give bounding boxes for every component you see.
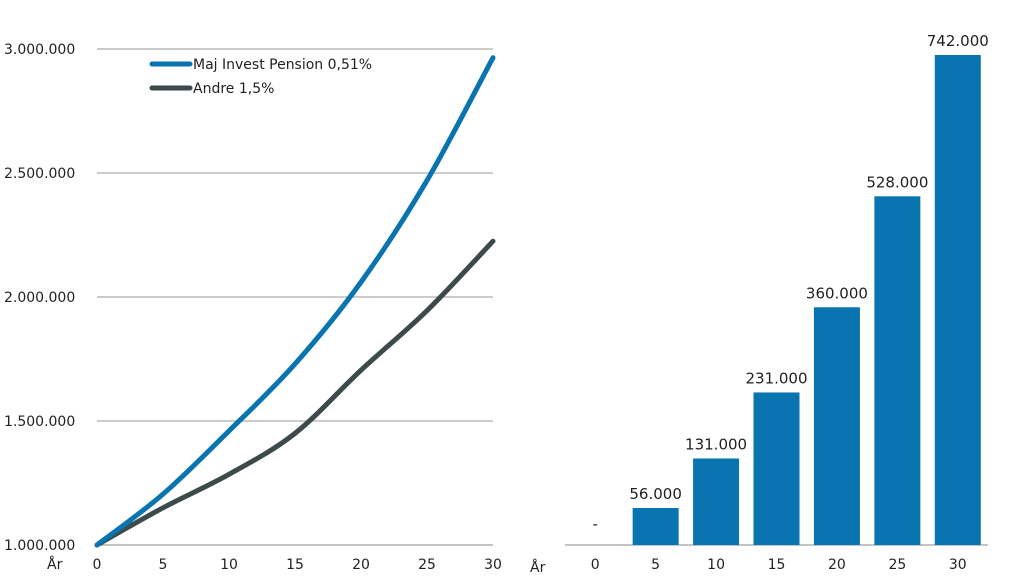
bar (934, 55, 981, 545)
line-chart-y-tick-label: 1.000.000 (4, 538, 75, 554)
bar-chart-x-label: År (530, 559, 546, 576)
line-chart-x-tick-label: 15 (286, 557, 304, 573)
bar-value-label: 131.000 (685, 435, 747, 453)
line-chart-x-tick-label: 5 (159, 557, 168, 573)
line-series-andre (94, 238, 496, 548)
bar-chart-x-tick-label: 20 (828, 557, 846, 573)
bar-chart-bars (632, 55, 981, 546)
bar-chart: År 0 5 10 15 20 25 30 - 56.000 131.000 231.000 360… (530, 32, 989, 576)
bar-value-label: 231.000 (745, 369, 807, 387)
line-chart-y-tick-label: 2.500.000 (4, 166, 75, 182)
line-chart-x-tick-label: 20 (352, 557, 370, 573)
legend-label: Andre 1,5% (193, 81, 274, 97)
bar-chart-x-ticks: 0 5 10 15 20 25 30 (591, 557, 967, 573)
line-chart-y-tick-label: 1.500.000 (4, 414, 75, 430)
bar-value-label: 528.000 (866, 173, 928, 191)
bar-chart-x-tick-label: 5 (651, 557, 660, 573)
line-chart-y-tick-label: 3.000.000 (4, 42, 75, 58)
legend-label: Maj Invest Pension 0,51% (193, 57, 372, 73)
line-chart-y-tick-label: 2.000.000 (4, 290, 75, 306)
line-chart-x-label: År (47, 556, 63, 573)
line-chart-x-tick-label: 25 (418, 557, 436, 573)
bar-chart-x-tick-label: 0 (591, 557, 600, 573)
bar (874, 196, 921, 546)
bar (693, 458, 740, 545)
bar-value-label: 56.000 (629, 485, 682, 503)
line-chart-x-ticks: 0 5 10 15 20 25 30 (93, 557, 502, 573)
line-chart-x-tick-label: 0 (93, 557, 102, 573)
line-chart-legend: Maj Invest Pension 0,51% Andre 1,5% (149, 57, 372, 97)
bar (753, 392, 800, 545)
bar (813, 307, 860, 545)
bar-chart-x-tick-label: 15 (768, 557, 786, 573)
line-chart-gridlines (97, 48, 493, 422)
bar (632, 508, 679, 545)
line-chart: 1.000.000 1.500.000 2.000.000 2.500.000 3.00… (4, 42, 502, 573)
bar-chart-x-tick-label: 10 (707, 557, 725, 573)
line-series-maj-invest (94, 55, 496, 548)
bar-value-label: 360.000 (806, 284, 868, 302)
line-chart-series (94, 55, 496, 548)
line-chart-x-tick-label: 10 (220, 557, 238, 573)
bar-value-label: - (593, 515, 598, 533)
bar-value-label: 742.000 (927, 32, 989, 50)
line-chart-y-ticks: 1.000.000 1.500.000 2.000.000 2.500.000 3.00… (4, 42, 75, 554)
bar-chart-x-tick-label: 30 (949, 557, 967, 573)
bar-chart-value-labels: - 56.000 131.000 231.000 360.000 528.000 742.0… (593, 32, 989, 533)
line-chart-x-tick-label: 30 (484, 557, 502, 573)
bar-chart-x-tick-label: 25 (888, 557, 906, 573)
